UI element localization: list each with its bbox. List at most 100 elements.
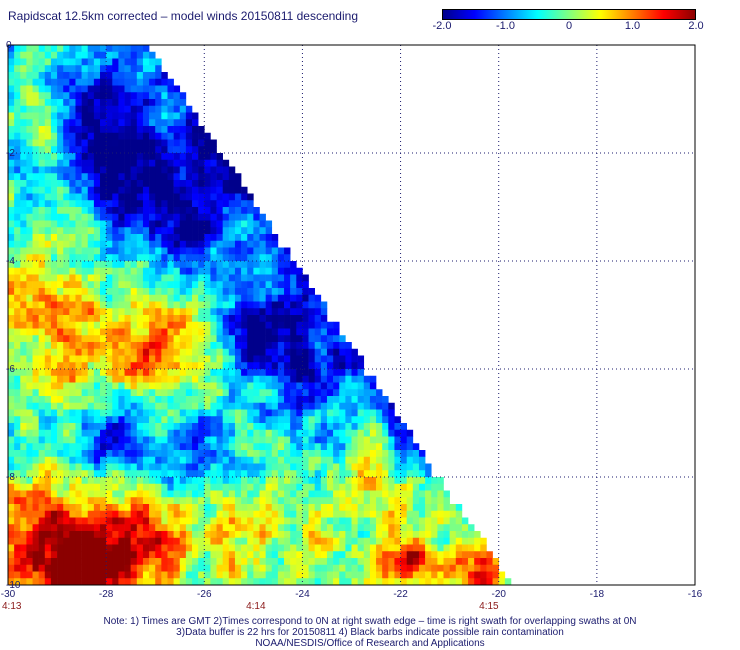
- wind-cell: [142, 402, 150, 410]
- wind-cell: [161, 132, 168, 140]
- wind-cell: [241, 436, 248, 444]
- wind-cell: [14, 240, 21, 248]
- wind-cell: [271, 524, 279, 532]
- wind-cell: [228, 234, 236, 242]
- wind-cell: [38, 267, 46, 275]
- lon-tick-7: -16: [688, 589, 703, 600]
- wind-cell: [216, 463, 223, 471]
- wind-cell: [87, 409, 95, 417]
- wind-cell: [81, 348, 89, 356]
- wind-cell: [87, 362, 95, 370]
- wind-cell: [118, 72, 125, 80]
- wind-cell: [228, 308, 236, 316]
- wind-cell: [173, 450, 181, 458]
- wind-cell: [345, 564, 352, 572]
- wind-cell: [106, 355, 113, 363]
- wind-cell: [63, 207, 70, 215]
- wind-cell: [57, 456, 64, 464]
- wind-cell: [204, 578, 211, 586]
- wind-cell: [437, 524, 444, 532]
- wind-cell: [161, 180, 168, 188]
- wind-cell: [302, 510, 309, 518]
- wind-cell: [333, 335, 340, 343]
- wind-cell: [38, 119, 46, 127]
- wind-cell: [155, 126, 162, 134]
- wind-cell: [400, 564, 407, 572]
- wind-cell: [50, 524, 58, 532]
- wind-cell: [20, 389, 27, 397]
- wind-cell: [118, 213, 125, 221]
- wind-cell: [81, 180, 89, 188]
- wind-cell: [161, 544, 168, 552]
- wind-cell: [63, 470, 70, 478]
- wind-cell: [204, 234, 211, 242]
- wind-cell: [173, 578, 181, 586]
- wind-cell: [100, 402, 107, 410]
- wind-cell: [198, 261, 205, 269]
- wind-cell: [216, 294, 223, 302]
- wind-cell: [124, 321, 131, 329]
- wind-cell: [216, 483, 223, 491]
- wind-cell: [204, 294, 211, 302]
- wind-cell: [93, 531, 101, 539]
- wind-cell: [130, 308, 138, 316]
- wind-cell: [455, 551, 463, 559]
- wind-cell: [192, 321, 199, 329]
- wind-cell: [69, 213, 76, 221]
- wind-cell: [112, 409, 119, 417]
- wind-cell: [142, 294, 150, 302]
- wind-cell: [216, 517, 223, 525]
- wind-cell: [253, 308, 260, 316]
- wind-cell: [124, 119, 131, 127]
- wind-cell: [81, 254, 89, 262]
- wind-cell: [173, 166, 181, 174]
- wind-cell: [75, 85, 82, 93]
- wind-cell: [185, 483, 193, 491]
- wind-cell: [204, 207, 211, 215]
- wind-cell: [63, 321, 70, 329]
- wind-cell: [210, 423, 217, 431]
- wind-cell: [106, 105, 113, 113]
- wind-cell: [100, 369, 107, 377]
- wind-cell: [93, 524, 101, 532]
- wind-cell: [118, 99, 125, 107]
- wind-cell: [32, 456, 39, 464]
- wind-cell: [271, 342, 279, 350]
- wind-cell: [149, 85, 156, 93]
- wind-cell: [228, 537, 236, 545]
- wind-cell: [136, 281, 144, 289]
- wind-cell: [69, 362, 76, 370]
- wind-cell: [326, 564, 334, 572]
- wind-cell: [93, 274, 101, 282]
- wind-cell: [253, 490, 260, 498]
- wind-cell: [161, 328, 168, 336]
- wind-cell: [333, 369, 340, 377]
- wind-cell: [142, 72, 150, 80]
- wind-cell: [57, 537, 64, 545]
- wind-cell: [284, 301, 291, 309]
- wind-cell: [253, 537, 260, 545]
- wind-cell: [216, 321, 223, 329]
- wind-cell: [222, 510, 230, 518]
- wind-cell: [50, 443, 58, 451]
- wind-cell: [57, 409, 64, 417]
- wind-cell: [81, 382, 89, 390]
- wind-cell: [210, 234, 217, 242]
- wind-cell: [179, 362, 187, 370]
- wind-cell: [118, 92, 125, 100]
- wind-cell: [8, 396, 15, 404]
- wind-cell: [265, 396, 273, 404]
- wind-cell: [345, 531, 352, 539]
- wind-cell: [222, 578, 230, 586]
- wind-cell: [167, 483, 174, 491]
- wind-cell: [296, 477, 303, 485]
- wind-cell: [57, 126, 64, 134]
- wind-cell: [271, 267, 279, 275]
- wind-cell: [81, 443, 89, 451]
- wind-cell: [290, 436, 297, 444]
- wind-cell: [106, 78, 113, 86]
- wind-cell: [93, 315, 101, 323]
- wind-cell: [253, 227, 260, 235]
- wind-cell: [50, 193, 58, 201]
- wind-cell: [50, 402, 58, 410]
